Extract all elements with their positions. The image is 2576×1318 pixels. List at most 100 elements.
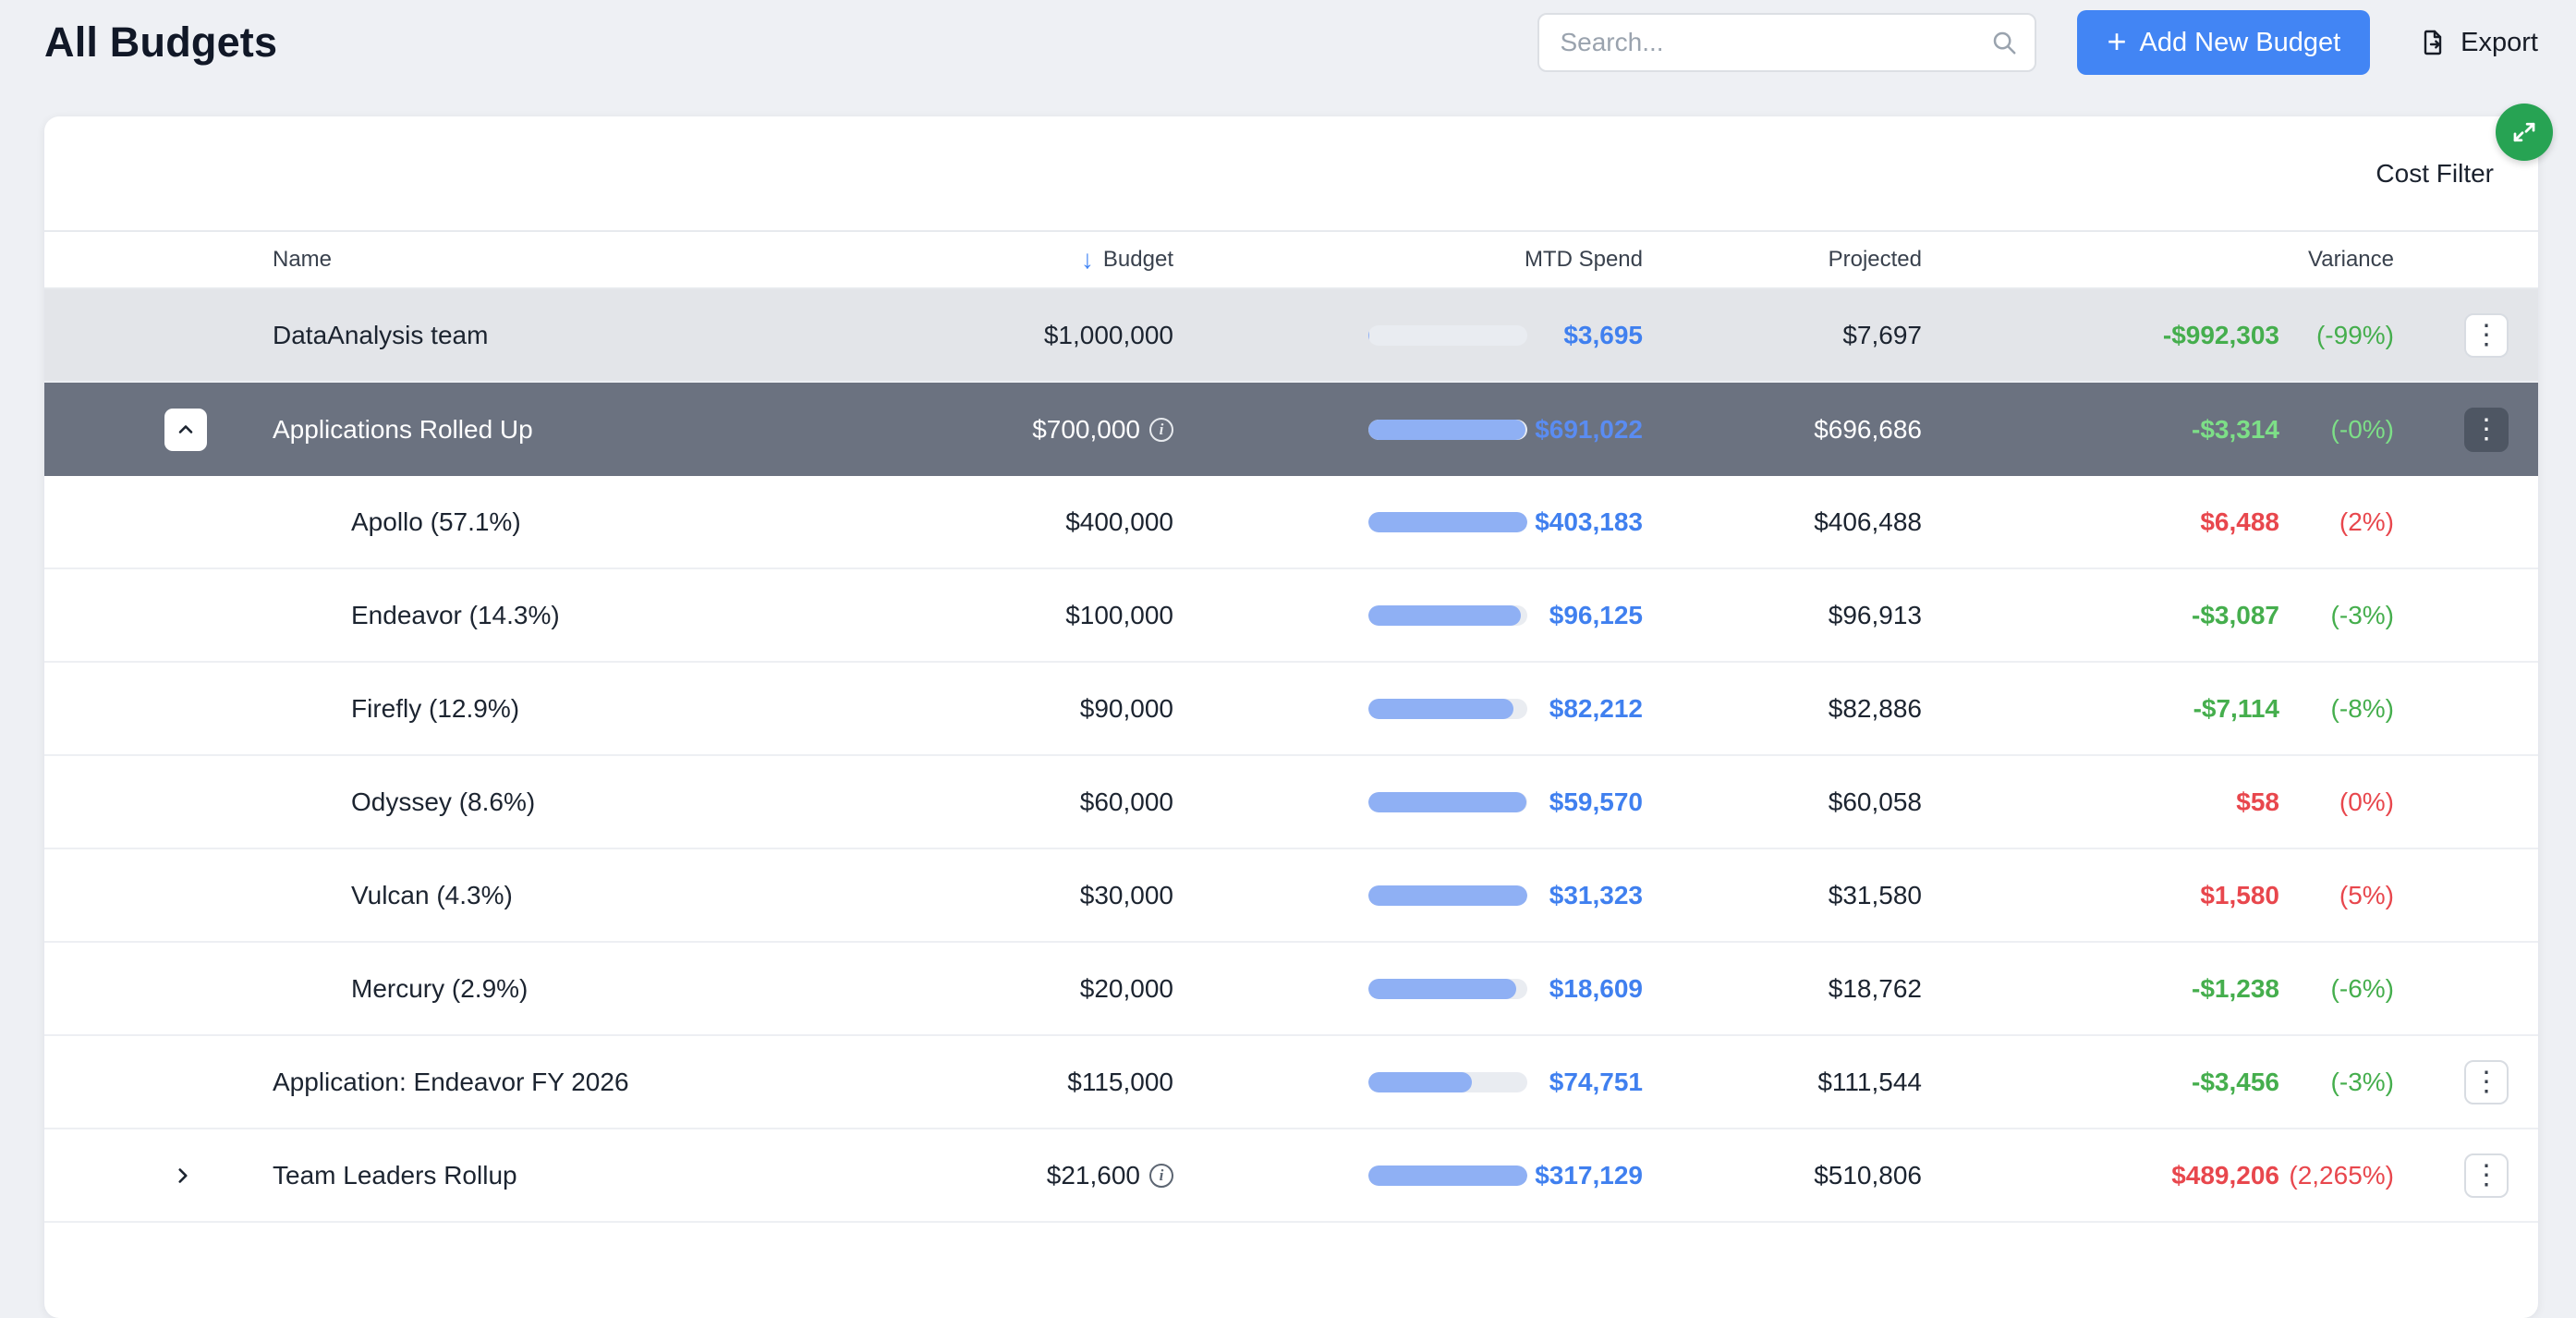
row-variance-cell: $58 (0%) [1922, 787, 2394, 817]
export-button[interactable]: Export [2418, 28, 2538, 58]
row-mtd-spend: $82,212 [1549, 693, 1643, 723]
row-projected: $406,488 [1814, 506, 1922, 536]
topbar: All Budgets + Add New Budget Export [0, 0, 2576, 116]
row-variance-cell: $1,580 (5%) [1922, 881, 2394, 910]
search-input[interactable] [1537, 13, 2037, 72]
row-budget-cell: $700,000 i [896, 415, 1173, 445]
chevron-up-icon [178, 424, 193, 433]
mtd-progress-fill [1368, 698, 1514, 719]
expand-arrows-icon [2513, 122, 2535, 142]
row-variance-amount: -$992,303 [2162, 320, 2279, 349]
row-menu-button[interactable]: ⋮ [2464, 1059, 2509, 1104]
row-variance-pct: (-8%) [2330, 693, 2394, 723]
row-mtd-spend: $18,609 [1549, 973, 1643, 1003]
row-budget: $30,000 [1079, 880, 1173, 909]
column-header-name[interactable]: Name [273, 247, 333, 272]
row-budget-cell: $115,000 [896, 1068, 1173, 1097]
table-row[interactable]: DataAnalysis team $1,000,000 $3,695 $7,6… [44, 289, 2538, 383]
row-budget: $400,000 [1065, 506, 1173, 536]
row-budget-cell: $60,000 [896, 787, 1173, 817]
row-variance-pct: (2%) [2339, 506, 2394, 536]
row-budget: $20,000 [1079, 973, 1173, 1003]
row-budget-cell: $400,000 [896, 507, 1173, 537]
column-header-budget[interactable]: ↓ Budget [896, 245, 1173, 275]
row-toggle-cell [44, 756, 273, 848]
info-icon[interactable]: i [1149, 417, 1173, 442]
row-menu-cell: ⋮ [2394, 407, 2538, 452]
row-toggle-button[interactable] [166, 1159, 200, 1192]
row-toggle-cell [44, 849, 273, 941]
table-row[interactable]: Applications Rolled Up $700,000 i $691,0… [44, 383, 2538, 476]
add-new-budget-button[interactable]: + Add New Budget [2077, 10, 2371, 75]
row-name: DataAnalysis team [273, 320, 489, 349]
column-header-variance[interactable]: Variance [2308, 247, 2394, 272]
row-budget: $1,000,000 [1043, 320, 1173, 349]
row-variance-amount: $1,580 [2200, 880, 2279, 909]
row-projected: $31,580 [1828, 880, 1922, 909]
column-header-mtd-spend[interactable]: MTD Spend [1524, 247, 1643, 272]
expand-fab-button[interactable] [2496, 104, 2553, 161]
info-icon[interactable]: i [1149, 1163, 1173, 1188]
row-variance-pct: (-6%) [2330, 973, 2394, 1003]
row-budget-cell: $1,000,000 [896, 321, 1173, 350]
row-variance-pct: (0%) [2339, 787, 2394, 816]
row-mtd-spend: $59,570 [1549, 787, 1643, 816]
mtd-progress-fill [1368, 885, 1527, 906]
row-toggle-button[interactable] [164, 408, 207, 451]
table-row[interactable]: Mercury (2.9%) $20,000 $18,609 $18,762 -… [44, 943, 2538, 1036]
row-mtd-cell: $59,570 [1173, 787, 1643, 817]
add-new-budget-label: Add New Budget [2139, 27, 2341, 57]
row-variance-pct: (2,265%) [2289, 1160, 2394, 1190]
chevron-right-icon [178, 1167, 188, 1183]
row-mtd-spend: $3,695 [1563, 320, 1643, 349]
row-name: Vulcan (4.3%) [351, 880, 513, 909]
row-mtd-spend: $74,751 [1549, 1067, 1643, 1096]
export-label: Export [2461, 27, 2538, 57]
row-menu-button[interactable]: ⋮ [2464, 1153, 2509, 1198]
export-icon [2424, 30, 2442, 55]
row-budget: $90,000 [1079, 693, 1173, 723]
row-menu-cell: ⋮ [2394, 1153, 2538, 1198]
row-variance-amount: -$3,456 [2192, 1067, 2279, 1096]
row-mtd-spend: $317,129 [1535, 1160, 1643, 1190]
plus-icon: + [2107, 21, 2127, 60]
mtd-progress-fill [1368, 791, 1526, 812]
row-projected: $60,058 [1828, 787, 1922, 816]
row-menu-button[interactable]: ⋮ [2464, 407, 2509, 452]
row-projected: $696,686 [1814, 414, 1922, 444]
row-toggle-cell [44, 289, 273, 381]
table-row[interactable]: Vulcan (4.3%) $30,000 $31,323 $31,580 $1… [44, 849, 2538, 943]
row-budget-cell: $20,000 [896, 974, 1173, 1004]
cost-filter[interactable]: Cost Filter [2376, 158, 2494, 188]
row-variance-cell: -$992,303 (-99%) [1922, 321, 2394, 350]
table-row[interactable]: Firefly (12.9%) $90,000 $82,212 $82,886 … [44, 663, 2538, 756]
row-variance-cell: -$1,238 (-6%) [1922, 974, 2394, 1004]
search-box [1537, 13, 2037, 72]
mtd-progress-bar [1368, 791, 1527, 812]
table-row[interactable]: Apollo (57.1%) $400,000 $403,183 $406,48… [44, 476, 2538, 569]
row-variance-cell: -$3,314 (-0%) [1922, 415, 2394, 445]
table-row[interactable]: Endeavor (14.3%) $100,000 $96,125 $96,91… [44, 569, 2538, 663]
row-toggle-cell [44, 943, 273, 1034]
table-row[interactable]: Odyssey (8.6%) $60,000 $59,570 $60,058 $… [44, 756, 2538, 849]
row-mtd-cell: $31,323 [1173, 881, 1643, 910]
column-header-toggle-spacer [44, 232, 273, 287]
row-toggle-cell [44, 383, 273, 476]
row-menu-cell: ⋮ [2394, 312, 2538, 358]
table-row[interactable]: Team Leaders Rollup $21,600 i $317,129 $… [44, 1129, 2538, 1223]
table-row[interactable]: Application: Endeavor FY 2026 $115,000 $… [44, 1036, 2538, 1129]
row-variance-pct: (-3%) [2330, 600, 2394, 629]
row-projected: $510,806 [1814, 1160, 1922, 1190]
row-variance-amount: -$3,314 [2192, 414, 2279, 444]
row-mtd-cell: $18,609 [1173, 974, 1643, 1004]
row-mtd-cell: $403,183 [1173, 507, 1643, 537]
row-budget: $700,000 [1032, 414, 1140, 444]
mtd-progress-fill [1368, 604, 1522, 626]
row-menu-button[interactable]: ⋮ [2464, 312, 2509, 358]
row-variance-amount: -$3,087 [2192, 600, 2279, 629]
budgets-panel: Cost Filter Name ↓ Budget MTD Spend Proj… [44, 104, 2553, 1318]
column-header-projected[interactable]: Projected [1828, 247, 1922, 272]
row-variance-cell: $489,206 (2,265%) [1922, 1161, 2394, 1190]
row-projected: $18,762 [1828, 973, 1922, 1003]
row-name: Odyssey (8.6%) [351, 787, 536, 816]
